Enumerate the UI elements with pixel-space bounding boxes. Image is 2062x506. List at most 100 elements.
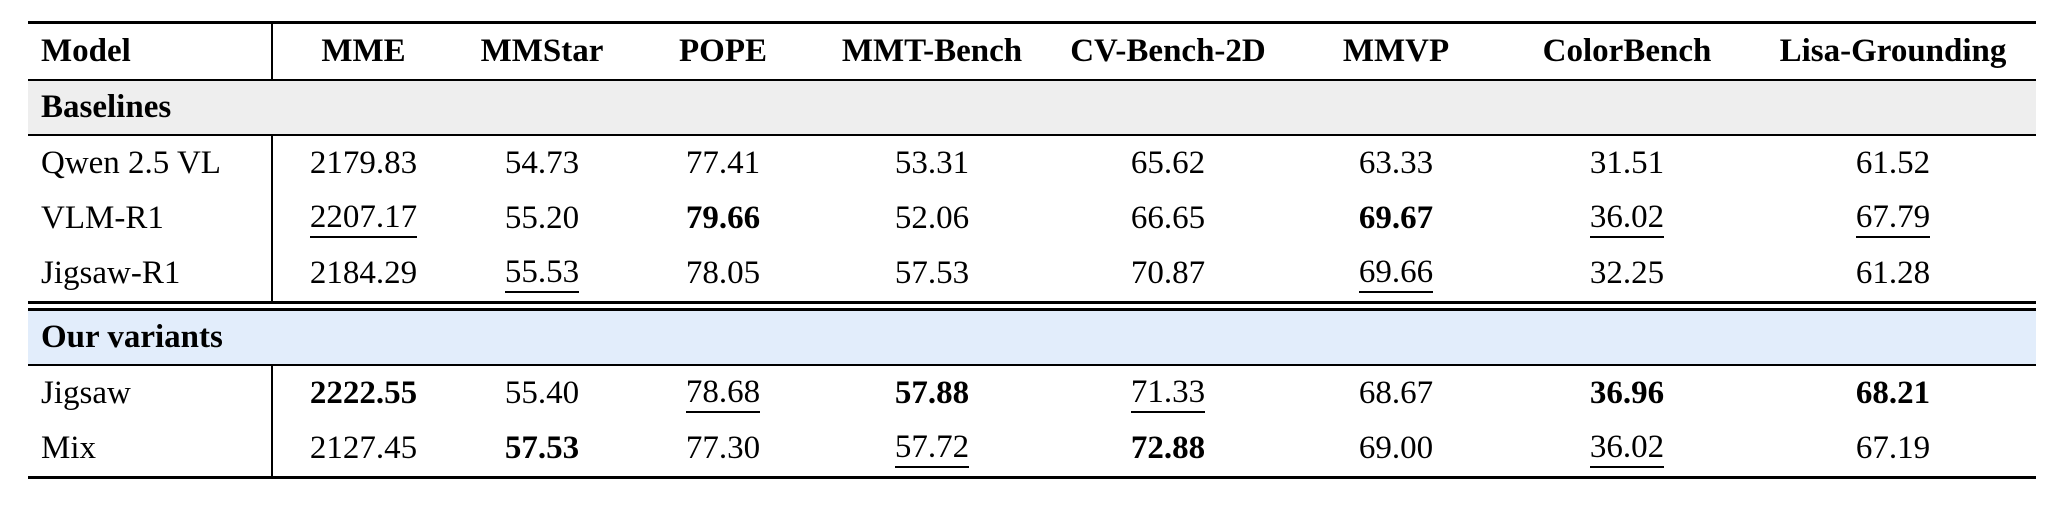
- section-header-baselines: Baselines: [28, 80, 2036, 136]
- metric-cell: 67.19: [1750, 421, 2036, 478]
- metric-value: 69.00: [1358, 430, 1434, 466]
- metric-value: 67.19: [1855, 430, 1931, 466]
- page: Model MME MMStar POPE MMT-Bench CV-Bench-2D MM…: [28, 21, 2036, 479]
- column-header-lisa-grounding: Lisa-Grounding: [1750, 22, 2036, 81]
- metric-cell: 55.20: [454, 191, 630, 246]
- metric-value: 2127.45: [309, 430, 418, 466]
- metric-value: 57.88: [894, 375, 970, 411]
- metric-cell: 57.53: [816, 246, 1048, 306]
- metric-value: 57.53: [894, 255, 970, 291]
- metric-cell: 54.73: [454, 135, 630, 191]
- metric-value: 36.02: [1589, 429, 1665, 468]
- metric-cell: 71.33: [1048, 365, 1288, 421]
- metric-cell: 72.88: [1048, 421, 1288, 478]
- metric-value: 69.67: [1358, 200, 1434, 236]
- metric-cell: 2184.29: [272, 246, 454, 306]
- metric-cell: 36.02: [1504, 421, 1750, 478]
- table-row-qwen-2-5-vl: Qwen 2.5 VL 2179.83 54.73 77.41 53.31 65.62 63…: [28, 135, 2036, 191]
- metric-cell: 77.41: [630, 135, 816, 191]
- section-header-our-variants: Our variants: [28, 301, 2036, 366]
- metric-value: 2184.29: [309, 255, 418, 291]
- metric-value: 63.33: [1358, 145, 1434, 181]
- table-row-jigsaw-r1: Jigsaw-R1 2184.29 55.53 78.05 57.53 70.87 69.6…: [28, 246, 2036, 306]
- metric-value: 71.33: [1130, 374, 1206, 413]
- column-header-cv-bench-2d: CV-Bench-2D: [1048, 22, 1288, 81]
- column-header-model: Model: [28, 22, 273, 81]
- metric-cell: 57.88: [816, 365, 1048, 421]
- metric-cell: 69.67: [1288, 191, 1504, 246]
- metric-value: 79.66: [685, 200, 761, 236]
- model-name: Mix: [28, 421, 273, 478]
- model-name: Jigsaw-R1: [28, 246, 273, 306]
- metric-cell: 70.87: [1048, 246, 1288, 306]
- metric-cell: 67.79: [1750, 191, 2036, 246]
- metric-cell: 68.67: [1288, 365, 1504, 421]
- metric-cell: 57.53: [454, 421, 630, 478]
- metric-value: 65.62: [1130, 145, 1206, 181]
- section-band-row: Baselines: [28, 80, 2036, 136]
- column-header-colorbench: ColorBench: [1504, 22, 1750, 81]
- metric-cell: 2127.45: [272, 421, 454, 478]
- metric-value: 70.87: [1130, 255, 1206, 291]
- metric-cell: 78.05: [630, 246, 816, 306]
- metric-cell: 69.66: [1288, 246, 1504, 306]
- metric-value: 77.41: [685, 145, 761, 181]
- metric-value: 53.31: [894, 145, 970, 181]
- metric-value: 2179.83: [309, 145, 418, 181]
- metric-cell: 36.96: [1504, 365, 1750, 421]
- metric-value: 55.40: [504, 375, 580, 411]
- metric-value: 55.20: [504, 200, 580, 236]
- metric-value: 78.68: [685, 374, 761, 413]
- metric-cell: 61.28: [1750, 246, 2036, 306]
- metric-value: 61.52: [1855, 145, 1931, 181]
- header-row: Model MME MMStar POPE MMT-Bench CV-Bench-2D MM…: [28, 22, 2036, 81]
- benchmark-table: Model MME MMStar POPE MMT-Bench CV-Bench-2D MM…: [28, 21, 2036, 479]
- metric-cell: 63.33: [1288, 135, 1504, 191]
- metric-value: 32.25: [1589, 255, 1665, 291]
- metric-value: 36.02: [1589, 199, 1665, 238]
- metric-cell: 53.31: [816, 135, 1048, 191]
- metric-value: 57.53: [504, 430, 580, 466]
- metric-value: 55.53: [504, 254, 580, 293]
- metric-value: 2222.55: [309, 375, 418, 411]
- model-name: VLM-R1: [28, 191, 273, 246]
- metric-cell: 32.25: [1504, 246, 1750, 306]
- metric-cell: 2207.17: [272, 191, 454, 246]
- column-header-pope: POPE: [630, 22, 816, 81]
- column-header-mme: MME: [272, 22, 454, 81]
- metric-value: 68.21: [1855, 375, 1931, 411]
- metric-cell: 66.65: [1048, 191, 1288, 246]
- metric-value: 77.30: [685, 430, 761, 466]
- metric-value: 57.72: [894, 429, 970, 468]
- table-row-jigsaw: Jigsaw 2222.55 55.40 78.68 57.88 71.33 68.67 36…: [28, 365, 2036, 421]
- table-row-vlm-r1: VLM-R1 2207.17 55.20 79.66 52.06 66.65 69.67 36…: [28, 191, 2036, 246]
- metric-value: 36.96: [1589, 375, 1665, 411]
- column-header-mmstar: MMStar: [454, 22, 630, 81]
- metric-value: 54.73: [504, 145, 580, 181]
- model-name: Qwen 2.5 VL: [28, 135, 273, 191]
- metric-cell: 68.21: [1750, 365, 2036, 421]
- metric-value: 66.65: [1130, 200, 1206, 236]
- column-header-mmt-bench: MMT-Bench: [816, 22, 1048, 81]
- metric-cell: 65.62: [1048, 135, 1288, 191]
- metric-cell: 69.00: [1288, 421, 1504, 478]
- column-header-mmvp: MMVP: [1288, 22, 1504, 81]
- model-name: Jigsaw: [28, 365, 273, 421]
- metric-value: 2207.17: [309, 199, 418, 238]
- table-row-mix: Mix 2127.45 57.53 77.30 57.72 72.88 69.00 36.02…: [28, 421, 2036, 478]
- metric-value: 69.66: [1358, 254, 1434, 293]
- metric-cell: 78.68: [630, 365, 816, 421]
- metric-value: 31.51: [1589, 145, 1665, 181]
- metric-cell: 79.66: [630, 191, 816, 246]
- metric-value: 72.88: [1130, 430, 1206, 466]
- metric-cell: 55.53: [454, 246, 630, 306]
- metric-cell: 36.02: [1504, 191, 1750, 246]
- metric-value: 67.79: [1855, 199, 1931, 238]
- metric-cell: 31.51: [1504, 135, 1750, 191]
- metric-cell: 55.40: [454, 365, 630, 421]
- metric-value: 52.06: [894, 200, 970, 236]
- metric-value: 68.67: [1358, 375, 1434, 411]
- metric-value: 78.05: [685, 255, 761, 291]
- metric-cell: 2222.55: [272, 365, 454, 421]
- section-band-row: Our variants: [28, 301, 2036, 366]
